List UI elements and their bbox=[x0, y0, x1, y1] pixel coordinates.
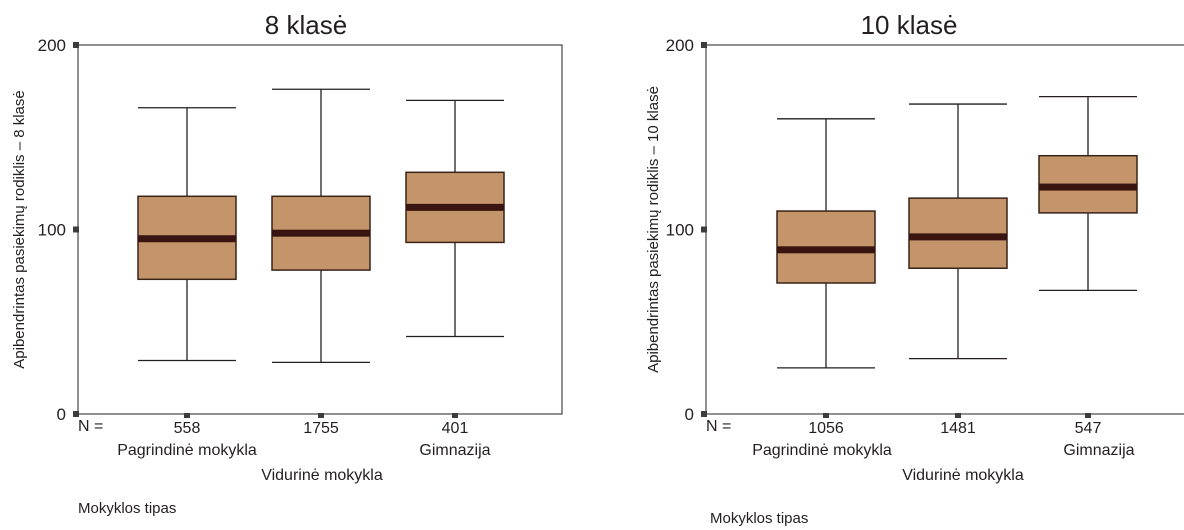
category-label: Gimnazija bbox=[419, 442, 490, 459]
n-count-label: 1481 bbox=[940, 420, 976, 437]
y-tick-mark bbox=[701, 226, 707, 233]
y-tick-label: 0 bbox=[57, 405, 66, 424]
box-iqr bbox=[908, 197, 1008, 269]
x-tick-mark bbox=[1085, 413, 1091, 418]
x-tick-mark bbox=[318, 413, 324, 418]
median-line bbox=[272, 229, 370, 237]
y-tick-label: 100 bbox=[666, 221, 694, 240]
category-label: Pagrindinė mokykla bbox=[117, 442, 257, 459]
boxplot-8-klase: 8 klasė 0 100 200 Apibendrintas pasiekimų ro… bbox=[11, 10, 563, 517]
category-label: Pagrindinė mokykla bbox=[752, 442, 892, 459]
y-tick-mark bbox=[73, 42, 79, 48]
n-count-label: 547 bbox=[1075, 420, 1102, 437]
category-label: Vidurinė mokykla bbox=[902, 467, 1024, 484]
median-line bbox=[909, 233, 1007, 241]
category-label: Gimnazija bbox=[1063, 442, 1134, 459]
x-tick-mark bbox=[823, 413, 829, 418]
n-count-label: 1056 bbox=[808, 420, 844, 437]
n-count-label: 401 bbox=[442, 420, 469, 437]
y-tick-mark bbox=[73, 226, 79, 233]
n-prefix-label: N = bbox=[78, 418, 103, 435]
y-tick-mark bbox=[701, 42, 707, 48]
n-count-label: 558 bbox=[174, 420, 201, 437]
boxplot-10-klase: 10 klasė 0 100 200 Apibendrintas pasiekimų r… bbox=[645, 10, 1184, 527]
x-tick-mark bbox=[955, 413, 961, 418]
y-tick-mark bbox=[701, 411, 707, 417]
y-tick-label: 0 bbox=[685, 405, 694, 424]
median-line bbox=[138, 235, 236, 243]
n-count-label: 1755 bbox=[303, 420, 339, 437]
median-line bbox=[1039, 183, 1137, 191]
x-axis-label: Mokyklos tipas bbox=[710, 510, 808, 527]
chart-title: 8 klasė bbox=[265, 10, 347, 40]
median-line bbox=[406, 203, 504, 211]
y-tick-label: 200 bbox=[38, 36, 66, 55]
y-tick-mark bbox=[73, 411, 79, 417]
n-prefix-label: N = bbox=[706, 418, 731, 435]
x-tick-mark bbox=[452, 413, 458, 418]
chart-title: 10 klasė bbox=[861, 10, 958, 40]
median-line bbox=[777, 246, 875, 254]
y-tick-label: 100 bbox=[38, 221, 66, 240]
y-axis-label: Apibendrintas pasiekimų rodiklis – 10 kl… bbox=[645, 86, 662, 373]
x-axis-label: Mokyklos tipas bbox=[78, 500, 176, 517]
chart-panel-8-klase: 8 klasė 0 100 200 Apibendrintas pasiekimų ro… bbox=[11, 10, 563, 517]
chart-panel-10-klase: 10 klasė 0 100 200 Apibendrintas pasiekimų r… bbox=[592, 0, 1184, 530]
category-label: Vidurinė mokykla bbox=[261, 467, 383, 484]
y-axis-label: Apibendrintas pasiekimų rodiklis – 8 kla… bbox=[11, 90, 28, 368]
x-tick-mark bbox=[184, 413, 190, 418]
y-tick-label: 200 bbox=[666, 36, 694, 55]
